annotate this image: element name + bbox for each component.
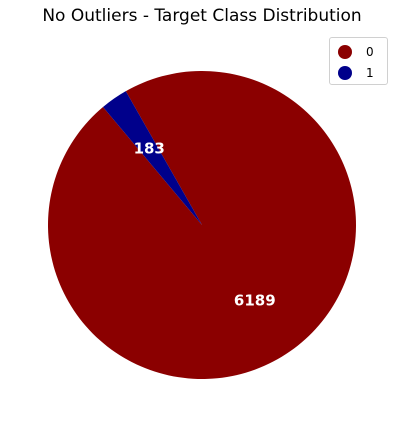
slice-label-1: 183	[134, 140, 165, 158]
pie-slice-1	[103, 91, 202, 225]
pie-slice-0	[48, 70, 357, 379]
legend: 0 1	[329, 37, 388, 85]
legend-label-1: 1	[366, 66, 374, 80]
legend-item-1: 1	[338, 63, 374, 83]
chart-title: No Outliers - Target Class Distribution	[42, 6, 362, 26]
legend-swatch-1	[338, 66, 352, 80]
legend-label-0: 0	[366, 45, 374, 59]
legend-swatch-0	[338, 45, 352, 59]
legend-item-0: 0	[338, 42, 374, 62]
slice-label-0: 6189	[234, 291, 276, 309]
